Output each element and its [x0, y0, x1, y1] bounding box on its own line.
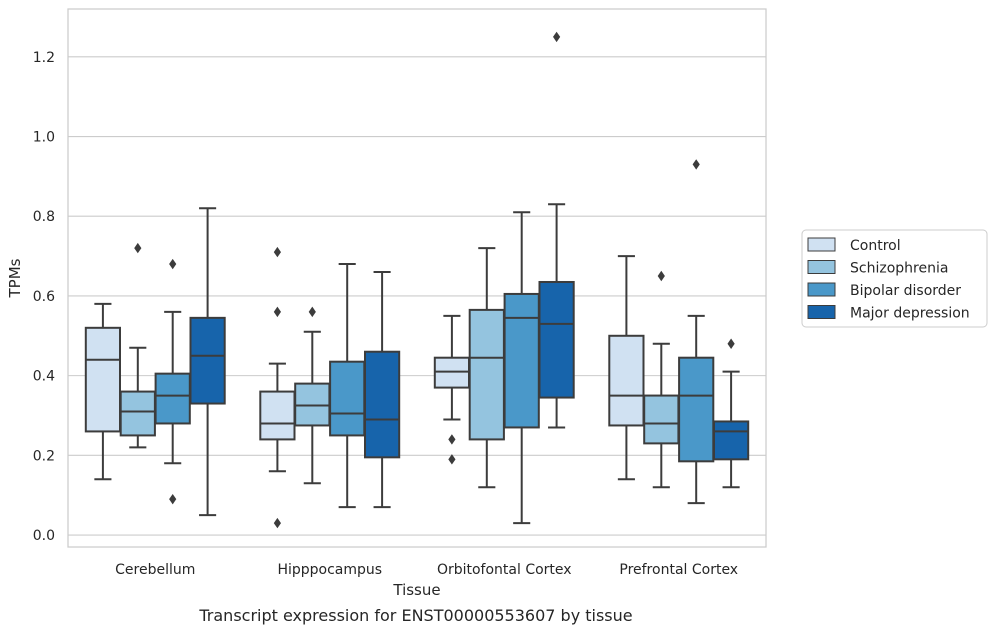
box-group — [712, 338, 750, 489]
outlier-point — [448, 434, 456, 445]
plot-frame — [67, 8, 767, 548]
box-group — [363, 271, 401, 509]
y-axis-ticks: 0.0 0.2 0.4 0.6 0.8 1.0 1.2 — [33, 50, 55, 544]
box-group — [154, 258, 191, 505]
box-group — [678, 159, 715, 505]
outlier-point — [657, 270, 665, 282]
box-plot-area — [84, 31, 750, 529]
x-tick-label: Cerebellum — [115, 562, 195, 578]
box-iqr — [363, 350, 401, 459]
x-tick-label: Hipppocampus — [277, 562, 382, 578]
y-tick-label: 0.2 — [33, 448, 55, 464]
x-axis-ticks: Cerebellum Hipppocampus Orbitofontal Corte… — [115, 562, 738, 578]
x-tick-label: Orbitofontal Cortex — [437, 562, 572, 578]
outlier-point — [308, 306, 316, 318]
y-axis-label: TPMs — [6, 258, 24, 298]
box-group — [259, 246, 296, 529]
box-group — [468, 247, 505, 489]
x-axis-label: Tissue — [392, 581, 440, 599]
outlier-point — [692, 159, 700, 170]
outlier-point — [169, 493, 177, 505]
outlier-point — [134, 242, 142, 254]
box-group — [503, 211, 540, 525]
box-iqr — [119, 390, 156, 437]
box-iqr — [712, 420, 750, 461]
box-group — [643, 270, 680, 489]
chart-caption: Transcript expression for ENST0000055360… — [199, 606, 633, 625]
box-iqr — [608, 334, 645, 427]
box-group — [433, 314, 471, 465]
box-iqr — [643, 394, 680, 445]
box-iqr — [503, 292, 540, 429]
y-tick-label: 0.6 — [33, 289, 55, 305]
legend-swatch — [807, 260, 836, 274]
outlier-point — [448, 454, 456, 465]
legend-label: Major depression — [850, 306, 970, 322]
y-tick-label: 0.8 — [33, 209, 55, 225]
box-iqr — [189, 316, 226, 405]
box-group — [329, 263, 366, 509]
legend-swatch — [807, 237, 836, 252]
box-iqr — [678, 356, 715, 463]
outlier-point — [273, 246, 281, 258]
legend: Control Schizophrenia Bipolar disorder Majo… — [801, 229, 988, 328]
outlier-point — [553, 31, 561, 43]
box-iqr — [154, 372, 191, 425]
box-iqr — [259, 390, 296, 441]
outlier-point — [273, 517, 281, 529]
box-group — [294, 306, 331, 485]
box-iqr — [329, 360, 366, 437]
x-tick-label: Prefrontal Cortex — [619, 562, 738, 578]
y-tick-label: 0.0 — [33, 528, 55, 544]
outlier-point — [273, 306, 281, 318]
outlier-point — [169, 258, 177, 270]
box-iqr — [84, 326, 122, 433]
y-tick-label: 0.4 — [33, 369, 55, 385]
legend-label: Bipolar disorder — [850, 283, 961, 299]
legend-frame — [801, 229, 988, 328]
legend-swatch — [807, 305, 836, 319]
box-group — [119, 242, 156, 449]
legend-swatch — [807, 282, 836, 297]
box-group — [608, 255, 645, 481]
box-group — [538, 31, 575, 429]
legend-label: Control — [850, 238, 901, 254]
box-group — [84, 302, 122, 481]
box-iqr — [468, 308, 505, 441]
y-tick-label: 1.0 — [33, 130, 55, 146]
outlier-point — [727, 338, 735, 349]
legend-label: Schizophrenia — [850, 261, 948, 277]
box-group — [189, 207, 226, 517]
y-tick-label: 1.2 — [33, 50, 55, 66]
box-iqr — [538, 280, 575, 399]
